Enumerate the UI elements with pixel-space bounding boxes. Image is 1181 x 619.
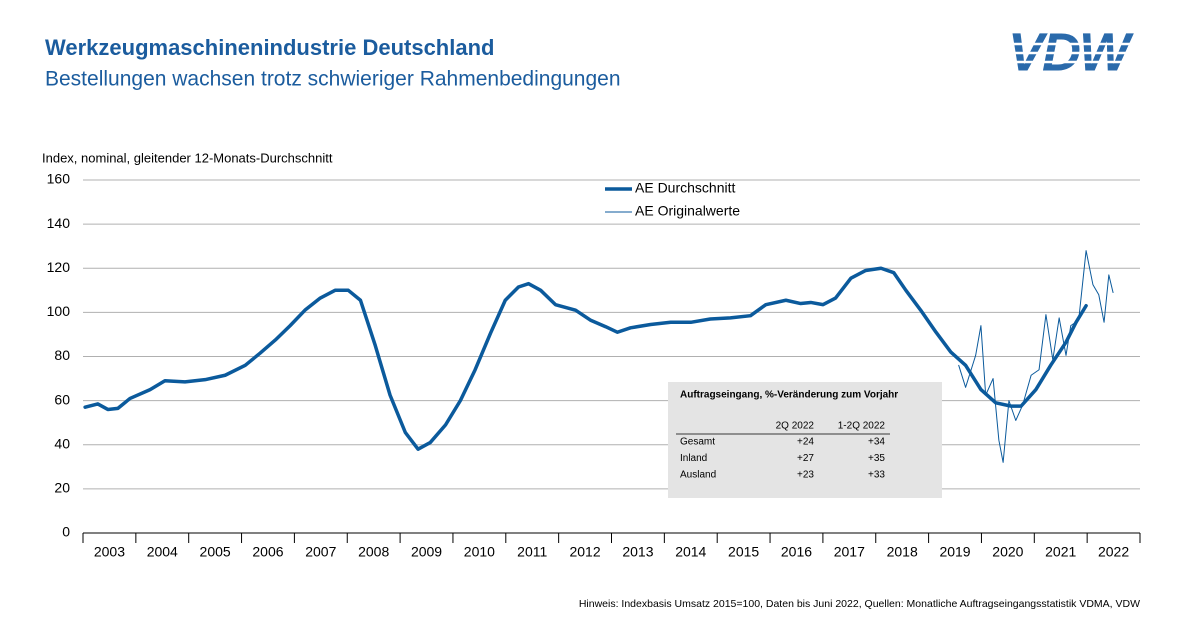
cell: +24	[797, 437, 814, 448]
series-line	[83, 266, 1088, 451]
x-tick-label: 2021	[1045, 544, 1076, 560]
plot: 0 20 40 60 80 100 120 140 160 2003 2004 2005 2006 200…	[47, 171, 1141, 560]
series-line	[958, 250, 1114, 463]
y-tick-label: 120	[47, 259, 71, 275]
cell: +33	[868, 470, 885, 481]
table-title: Auftragseingang, %-Veränderung zum Vorja…	[680, 390, 898, 401]
x-tick-label: 2022	[1098, 544, 1129, 560]
x-tick-label: 2019	[939, 544, 970, 560]
legend-label: AE Originalwerte	[635, 203, 740, 219]
y-tick-label: 80	[54, 347, 70, 363]
x-tick-label: 2009	[411, 544, 442, 560]
cell: +34	[868, 437, 885, 448]
y-tick-label: 60	[54, 391, 70, 407]
row-label: Gesamt	[680, 437, 715, 448]
footnote: Hinweis: Indexbasis Umsatz 2015=100, Dat…	[579, 598, 1140, 610]
table-header: 2Q 2022	[776, 421, 815, 432]
x-tick-label: 2020	[992, 544, 1023, 560]
x-tick-label: 2015	[728, 544, 759, 560]
x-tick-label: 2008	[358, 544, 389, 560]
table-rows: Gesamt +24 +34 Inland +27 +35 Ausland +23 +33	[680, 437, 885, 481]
x-tick-label: 2013	[622, 544, 653, 560]
x-tick-label: 2017	[834, 544, 865, 560]
x-tick-label: 2010	[464, 544, 495, 560]
x-tick-label: 2012	[569, 544, 600, 560]
x-tick-label: 2007	[305, 544, 336, 560]
subtitle: Bestellungen wachsen trotz schwieriger R…	[45, 68, 621, 91]
table-header: 1-2Q 2022	[838, 421, 886, 432]
row-label: Ausland	[680, 470, 716, 481]
x-tick-label: 2014	[675, 544, 706, 560]
y-axis-label: Index, nominal, gleitender 12-Monats-Dur…	[42, 150, 333, 165]
y-tick-label: 160	[47, 171, 71, 187]
legend-label: AE Durchschnitt	[635, 180, 735, 196]
y-tick-label: 100	[47, 303, 71, 319]
cell: +23	[797, 470, 814, 481]
x-tick-label: 2004	[147, 544, 178, 560]
table-box	[668, 382, 942, 498]
x-tick-label: 2006	[252, 544, 283, 560]
title: Werkzeugmaschinenindustrie Deutschland	[45, 35, 494, 60]
cell: +27	[797, 453, 814, 464]
x-tick-label: 2016	[781, 544, 812, 560]
cell: +35	[868, 453, 885, 464]
x-tick-label: 2005	[200, 544, 231, 560]
y-tick-label: 0	[62, 524, 70, 540]
x-tick-label: 2018	[887, 544, 918, 560]
y-tick-label: 140	[47, 215, 71, 231]
x-tick-label: 2011	[517, 544, 547, 560]
logo: VDW	[990, 22, 1145, 82]
row-label: Inland	[680, 453, 707, 464]
x-tick-label: 2003	[94, 544, 125, 560]
y-tick-label: 40	[54, 435, 70, 451]
inset-table: Auftragseingang, %-Veränderung zum Vorja…	[668, 382, 942, 498]
y-tick-label: 20	[54, 480, 70, 496]
